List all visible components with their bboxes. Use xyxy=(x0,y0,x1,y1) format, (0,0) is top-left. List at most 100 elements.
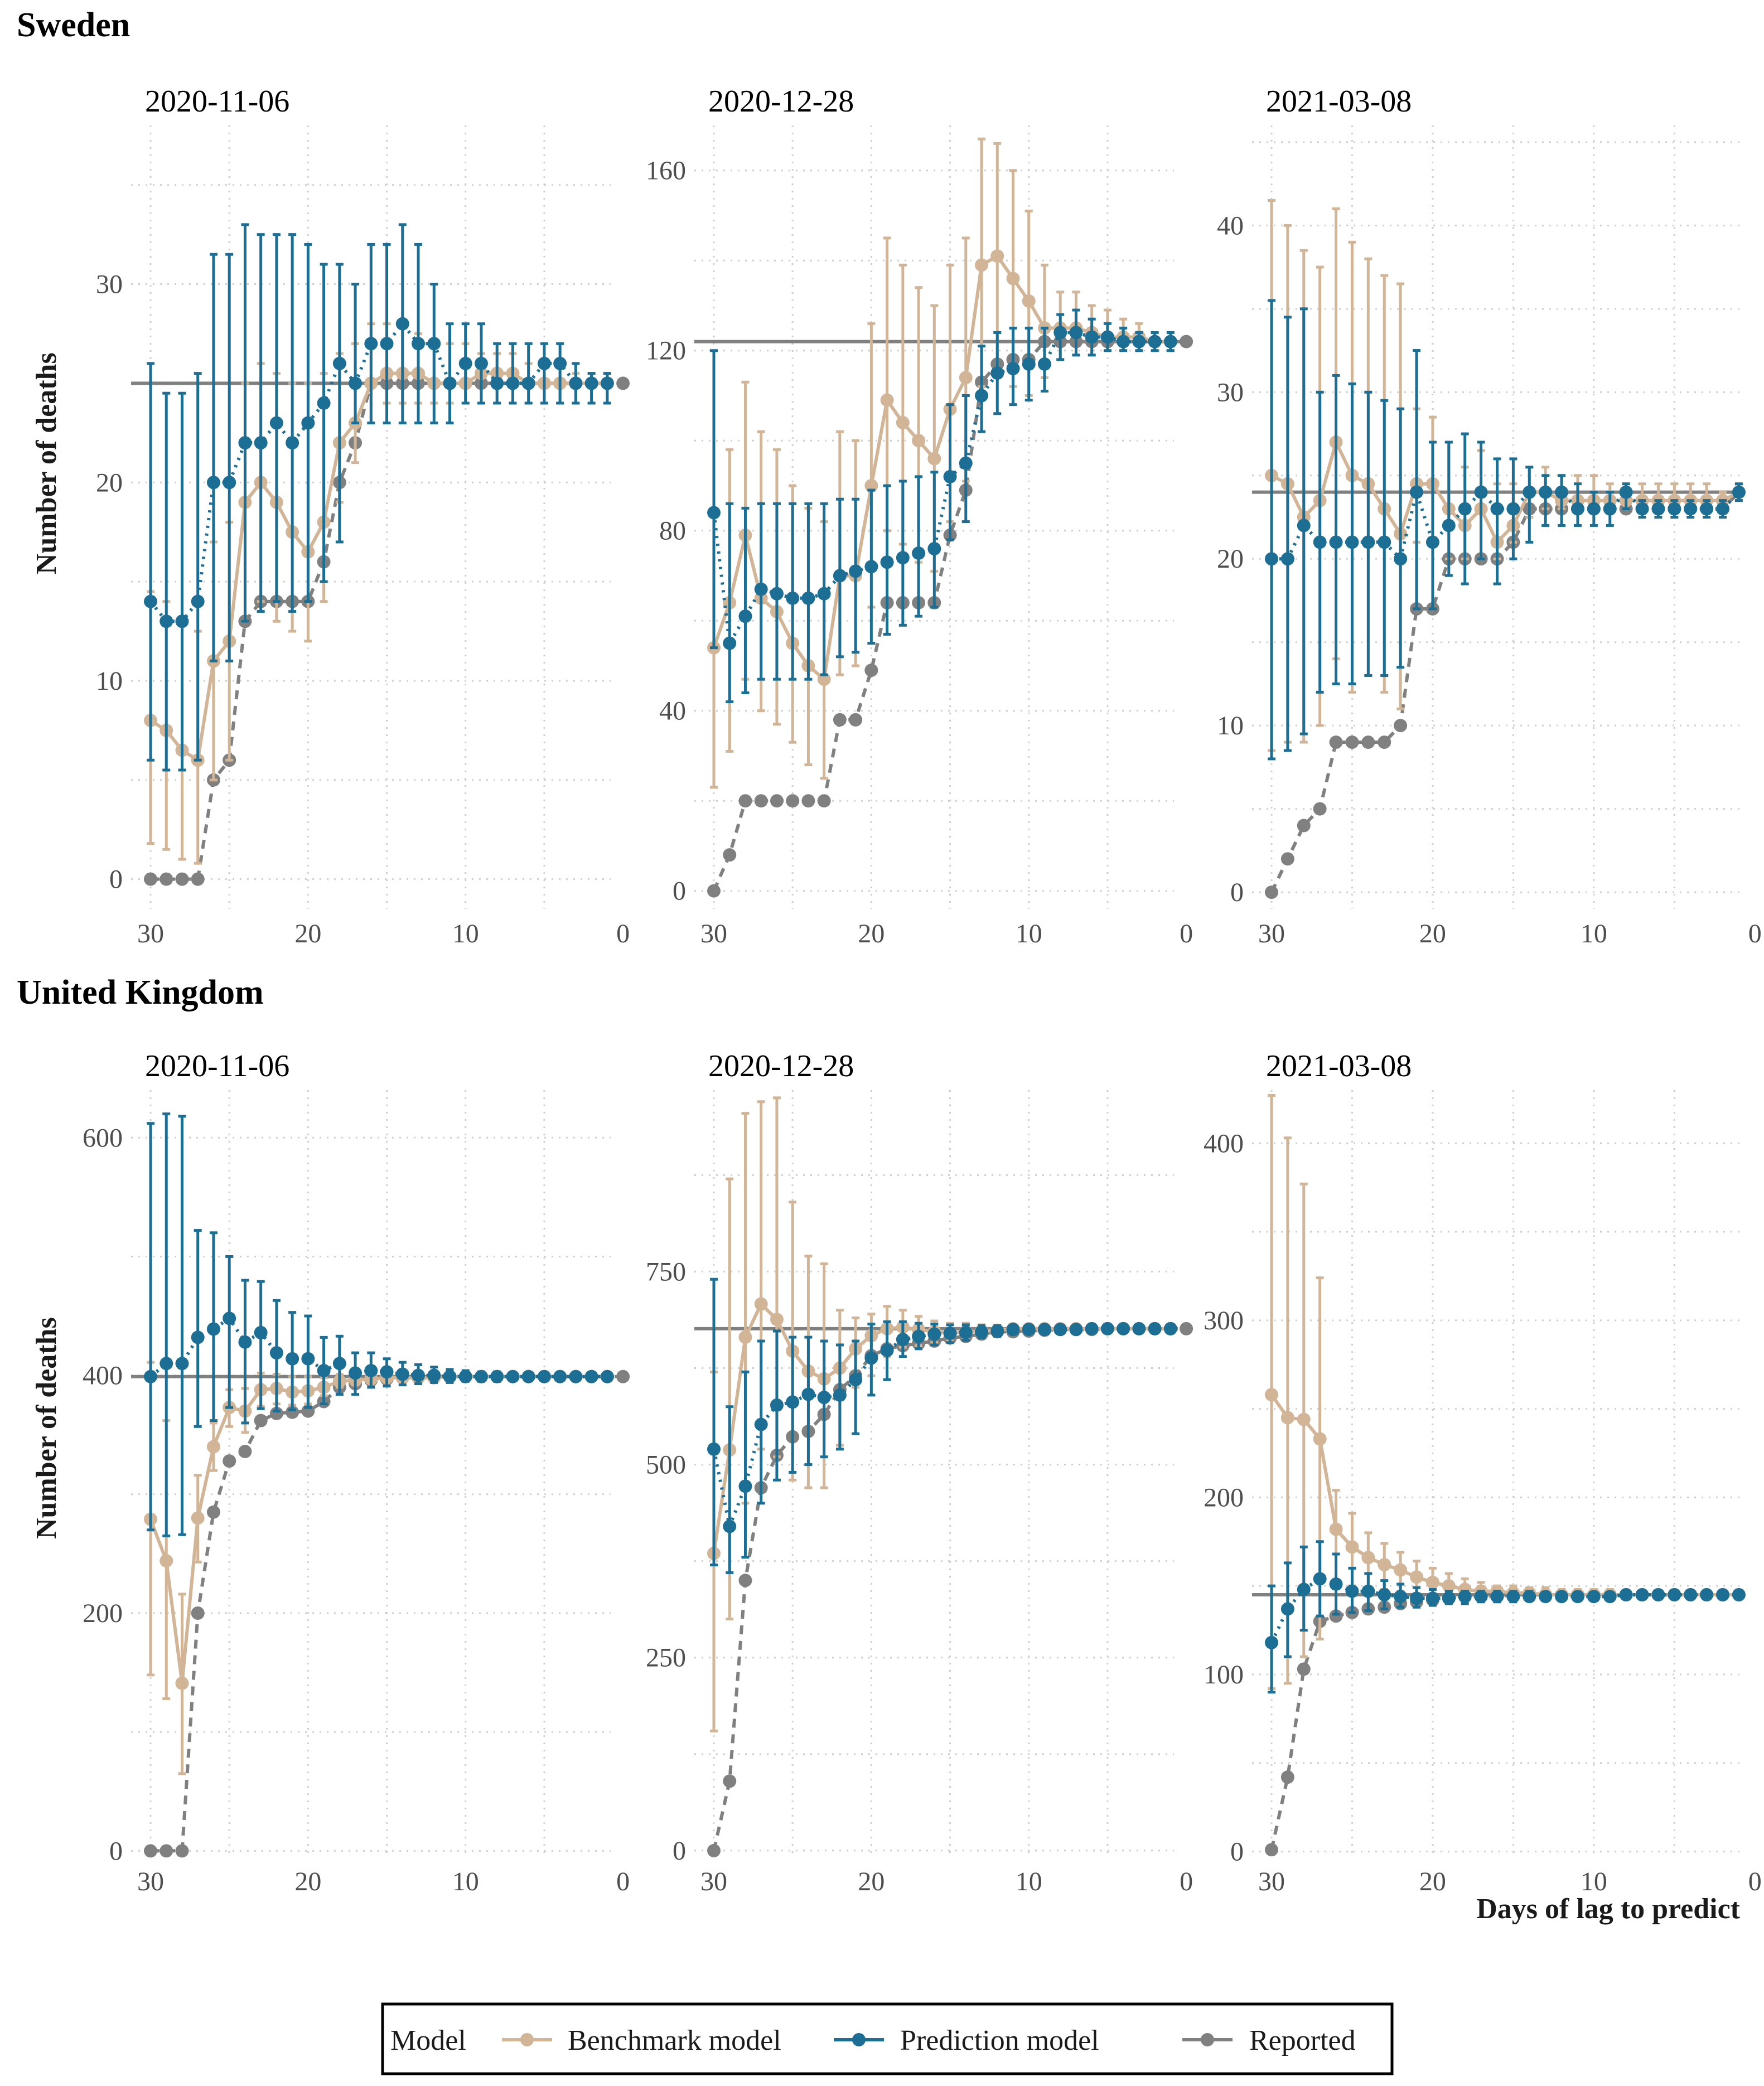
panel-5-y-tick-label: 250 xyxy=(646,1643,686,1673)
panel-5-prediction-point xyxy=(754,1417,768,1431)
panel-1-prediction-line xyxy=(149,321,607,623)
panel-5-prediction-point xyxy=(801,1387,815,1401)
panel-1-prediction-point xyxy=(521,376,535,390)
panel-2-prediction-point xyxy=(927,542,941,556)
panel-4-prediction-point xyxy=(443,1369,457,1383)
panel-3-reported-point xyxy=(1265,885,1278,899)
panel-2-prediction-point xyxy=(1163,335,1177,349)
panel-3-prediction-point xyxy=(1280,552,1294,566)
panel-4-prediction-point xyxy=(160,1357,173,1371)
panel-3-prediction-point xyxy=(1313,535,1327,549)
panel-5-prediction-point xyxy=(1163,1322,1177,1335)
panel-6-reported-point xyxy=(1280,1770,1294,1784)
panel-2-prediction-point xyxy=(738,609,752,623)
panel-2: 2020-12-28 0 40 80 120 160 30 20 10 0 xyxy=(646,84,1193,948)
panel-6-prediction-point xyxy=(1684,1588,1698,1602)
panel-4-prediction-point xyxy=(332,1357,346,1371)
panel-6-prediction-point xyxy=(1280,1602,1294,1616)
panel-2-prediction-point xyxy=(1148,335,1162,349)
panel-2-reported-point xyxy=(786,794,800,808)
country-title-sweden: Sweden xyxy=(17,6,130,44)
panel-6-prediction-point xyxy=(1716,1588,1730,1602)
panel-2-benchmark-point xyxy=(1006,272,1020,285)
panel-2-y-tick-label: 120 xyxy=(646,336,686,366)
panel-2-prediction-point xyxy=(959,456,973,470)
panel-4-prediction-point xyxy=(238,1335,252,1349)
panel-3-reported-point xyxy=(1378,735,1391,749)
panel-2-prediction-point xyxy=(975,389,989,403)
panel-1-y-tick-label: 30 xyxy=(96,270,123,299)
panel-4-prediction-point xyxy=(175,1357,189,1371)
panel-6-benchmark-line xyxy=(1270,1393,1739,1596)
panel-1-prediction-point xyxy=(584,376,598,390)
panel-1-prediction-point xyxy=(332,356,346,370)
panel-4-reported-point xyxy=(144,1844,157,1858)
panel-4-prediction-point xyxy=(380,1365,394,1379)
panel-3-prediction-point xyxy=(1329,535,1343,549)
panel-3-prediction-point xyxy=(1361,535,1375,549)
panel-6-prediction-point xyxy=(1458,1590,1472,1604)
panel-3-prediction-point xyxy=(1570,502,1584,516)
panel-5-prediction-point xyxy=(1053,1323,1067,1337)
panel-3-prediction-point xyxy=(1506,502,1520,516)
panel-1-prediction-point xyxy=(458,356,472,370)
panel-2-reported-point xyxy=(849,713,863,727)
panel-4-x-tick-label: 0 xyxy=(616,1867,630,1896)
panel-5-x-tick-label: 10 xyxy=(1016,1867,1042,1896)
panel-4-prediction-point xyxy=(490,1369,504,1383)
panel-2-prediction-point xyxy=(1085,330,1099,344)
panel-1-prediction-point xyxy=(412,337,426,351)
panel-4-prediction-point xyxy=(537,1369,551,1383)
panel-2-benchmark-point xyxy=(959,371,973,385)
panel-1-prediction-point xyxy=(474,356,488,370)
panel-6-prediction-point xyxy=(1361,1584,1375,1598)
legend-title: Model xyxy=(390,2025,466,2056)
panel-4-prediction-point xyxy=(349,1366,363,1380)
panel-6-benchmark-point xyxy=(1442,1579,1456,1593)
panel-6-benchmark-point xyxy=(1361,1551,1375,1565)
panel-1-prediction-point xyxy=(443,376,457,390)
panel-6-title: 2021-03-08 xyxy=(1266,1049,1412,1083)
panel-4-prediction-point xyxy=(553,1369,567,1383)
panel-3-prediction-point xyxy=(1410,485,1424,499)
panel-2-x-tick-label: 30 xyxy=(700,919,727,948)
panel-2-prediction-point xyxy=(1100,330,1114,344)
panel-5-y-tick-label: 750 xyxy=(646,1257,686,1286)
panel-3-y-tick-label: 0 xyxy=(1230,878,1244,907)
panel-2-prediction-point xyxy=(1069,326,1083,340)
panel-6-benchmark-point xyxy=(1280,1411,1294,1425)
panel-5-prediction-point xyxy=(1100,1322,1114,1335)
panel-5-prediction-point xyxy=(786,1395,800,1409)
panel-2-series-benchmark xyxy=(707,137,1177,789)
panel-1-reported-point xyxy=(191,872,205,886)
panel-6-benchmark-point xyxy=(1345,1540,1359,1554)
panel-3-y-tick-label: 20 xyxy=(1217,544,1244,574)
panel-2-reported-point xyxy=(864,664,878,677)
panel-6-prediction-point xyxy=(1668,1588,1681,1602)
panel-1-prediction-point xyxy=(380,337,394,351)
panel-2-benchmark-point xyxy=(880,393,894,407)
panel-6-y-tick-label: 300 xyxy=(1204,1306,1244,1335)
panel-3-prediction-point xyxy=(1684,502,1698,516)
panel-1-prediction-point xyxy=(395,317,409,331)
panel-2-reported-point xyxy=(1180,335,1193,349)
panel-1-title: 2020-11-06 xyxy=(145,84,289,119)
panel-6-prediction-point xyxy=(1313,1572,1327,1586)
panel-2-prediction-point xyxy=(943,470,957,483)
panel-6-x-tick-label: 10 xyxy=(1581,1867,1607,1896)
panel-2-prediction-point xyxy=(770,587,784,601)
panel-6-prediction-line xyxy=(1270,1577,1739,1644)
panel-3-reported-line xyxy=(1270,491,1741,893)
panel-2-prediction-point xyxy=(880,555,894,569)
panel-3-prediction-point xyxy=(1555,485,1569,499)
panel-4-benchmark-point xyxy=(191,1511,205,1525)
panel-1-x-tick-label: 0 xyxy=(616,919,630,948)
panel-1-prediction-point xyxy=(569,376,583,390)
panel-1-prediction-point xyxy=(553,356,567,370)
panel-4-series-prediction xyxy=(144,1112,614,1537)
panel-1-prediction-point xyxy=(490,376,504,390)
legend-swatch-reported-dot xyxy=(1201,2033,1214,2046)
panel-1: 2020-11-06 0 10 20 30 30 20 10 0 xyxy=(96,84,630,948)
panel-5-prediction-point xyxy=(833,1388,847,1402)
